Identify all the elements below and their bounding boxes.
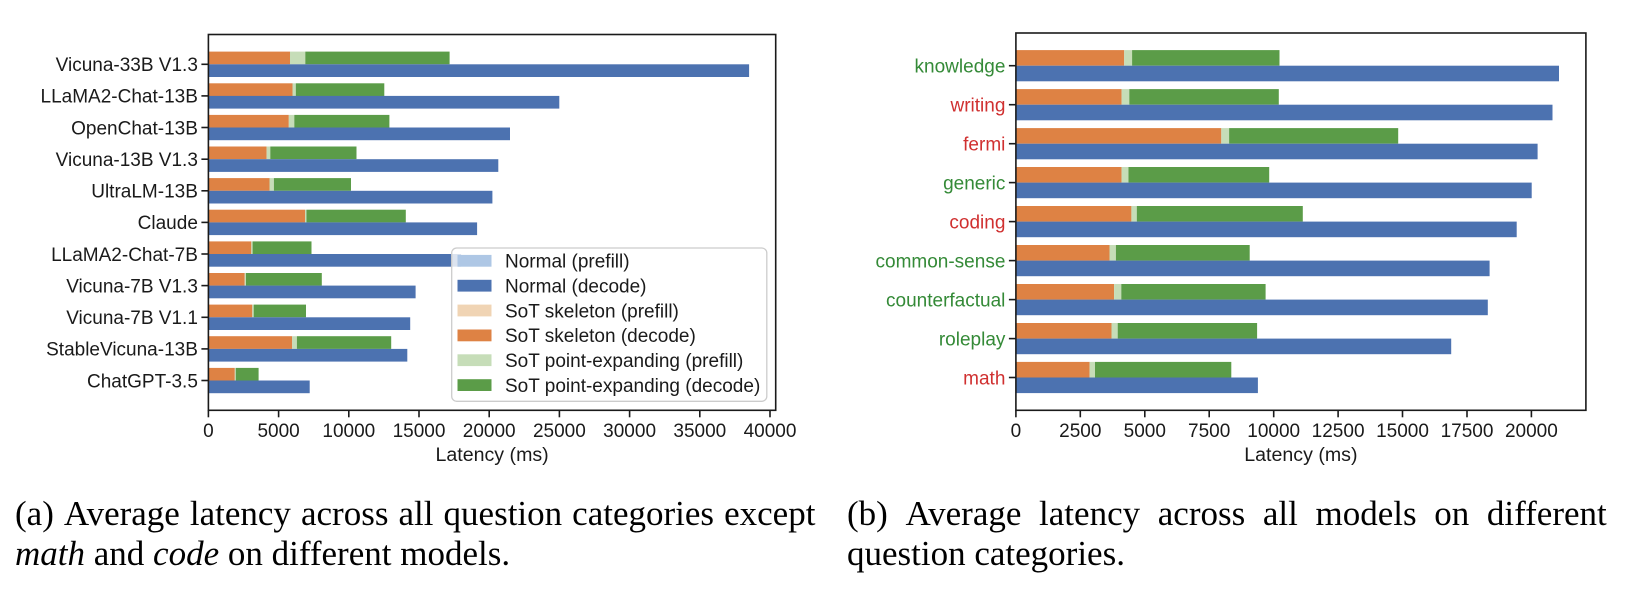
svg-text:roleplay: roleplay [939,329,1006,350]
svg-text:generic: generic [943,173,1005,194]
svg-text:Claude: Claude [138,213,198,234]
svg-text:Normal (prefill): Normal (prefill) [505,252,630,273]
svg-text:15000: 15000 [393,421,446,442]
svg-text:12500: 12500 [1312,421,1365,442]
svg-text:17500: 17500 [1441,421,1494,442]
svg-text:Vicuna-33B V1.3: Vicuna-33B V1.3 [56,55,198,76]
svg-text:40000: 40000 [744,421,797,442]
svg-text:Vicuna-7B V1.3: Vicuna-7B V1.3 [66,276,198,297]
svg-text:UltraLM-13B: UltraLM-13B [91,182,198,203]
svg-text:20000: 20000 [1505,421,1558,442]
svg-text:Vicuna-13B V1.3: Vicuna-13B V1.3 [56,150,198,171]
svg-text:math: math [963,368,1005,389]
svg-text:OpenChat-13B: OpenChat-13B [71,118,198,139]
svg-text:SoT skeleton (prefill): SoT skeleton (prefill) [505,301,679,322]
svg-text:5000: 5000 [1124,421,1166,442]
svg-text:LLaMA2-Chat-7B: LLaMA2-Chat-7B [51,245,198,266]
svg-text:20000: 20000 [463,421,516,442]
svg-text:StableVicuna-13B: StableVicuna-13B [46,340,198,361]
svg-text:Latency (ms): Latency (ms) [435,444,548,466]
svg-text:knowledge: knowledge [915,57,1006,78]
svg-text:0: 0 [203,421,214,442]
svg-text:coding: coding [949,212,1005,233]
svg-text:Normal (decode): Normal (decode) [505,277,647,298]
svg-text:0: 0 [1011,421,1022,442]
svg-text:35000: 35000 [673,421,726,442]
svg-text:Latency (ms): Latency (ms) [1244,444,1357,466]
svg-text:SoT point-expanding (decode): SoT point-expanding (decode) [505,376,760,397]
svg-text:common-sense: common-sense [876,251,1006,272]
svg-text:writing: writing [949,96,1005,117]
svg-text:LLaMA2-Chat-13B: LLaMA2-Chat-13B [41,87,198,108]
svg-text:7500: 7500 [1188,421,1230,442]
svg-text:SoT point-expanding (prefill): SoT point-expanding (prefill) [505,351,743,372]
svg-text:ChatGPT-3.5: ChatGPT-3.5 [87,371,198,392]
svg-text:2500: 2500 [1059,421,1101,442]
svg-text:Vicuna-7B V1.1: Vicuna-7B V1.1 [66,308,198,329]
svg-text:10000: 10000 [322,421,375,442]
svg-text:fermi: fermi [963,135,1005,156]
svg-text:10000: 10000 [1247,421,1300,442]
svg-text:30000: 30000 [603,421,656,442]
svg-text:25000: 25000 [533,421,586,442]
svg-text:15000: 15000 [1376,421,1429,442]
svg-text:SoT skeleton (decode): SoT skeleton (decode) [505,326,696,347]
svg-text:counterfactual: counterfactual [886,290,1005,311]
svg-text:5000: 5000 [257,421,299,442]
